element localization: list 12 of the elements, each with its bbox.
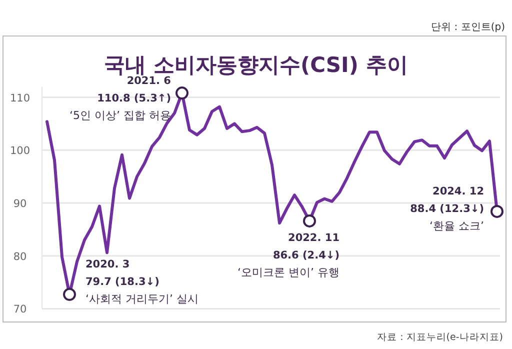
annotation: 2024. 12 88.4 (12.3↓) ‘환율 쇼크’ [410,185,484,232]
ytick: 100 [10,145,30,158]
annotation: 2020. 3 79.7 (18.3↓) ‘사회적 거리두기’ 실시 [86,258,198,306]
annotation: 자료 : 지표누리(e-나라지표) [377,332,503,343]
ytick: 80 [13,250,27,263]
annotation: 2022. 11 86.6 (2.4↓) ‘오미크론 변이’ 유행 [238,232,340,279]
ytick: 70 [13,304,27,316]
ytick: 90 [13,198,27,210]
annotation: 2021. 6 110.8 (5.3↑) ‘5인 이상’ 집합 허용 [70,75,171,122]
title: 국내 소비자동향지수(CSI) 추이 [104,53,408,77]
ytick: 110 [10,92,30,104]
subtitle: 단위 : 포인트(p) [431,22,505,33]
